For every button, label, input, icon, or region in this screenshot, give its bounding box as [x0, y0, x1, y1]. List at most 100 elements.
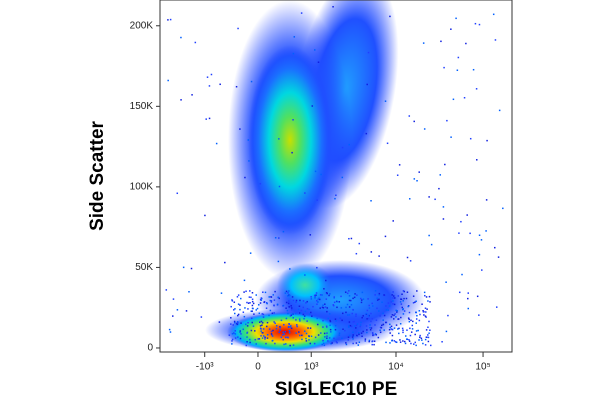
event-dot — [371, 318, 374, 320]
event-dot — [374, 324, 376, 326]
event-dot — [346, 303, 349, 306]
event-dot — [427, 326, 429, 329]
event-dot — [254, 338, 257, 341]
event-dot — [301, 338, 303, 341]
event-dot — [326, 326, 328, 328]
event-dot — [360, 301, 363, 304]
event-dot — [480, 239, 483, 241]
event-dot — [485, 230, 487, 232]
event-dot — [460, 220, 462, 223]
event-dot — [263, 301, 265, 304]
event-dot — [278, 237, 280, 239]
event-dot — [275, 325, 278, 327]
event-dot — [348, 237, 350, 240]
event-dot — [356, 323, 359, 325]
event-dot — [304, 330, 306, 333]
event-dot — [303, 315, 306, 317]
event-dot — [231, 332, 234, 335]
event-dot — [286, 309, 289, 312]
event-dot — [353, 320, 356, 323]
event-dot — [408, 318, 410, 321]
event-dot — [352, 334, 354, 336]
event-dot — [378, 292, 381, 295]
event-dot — [260, 320, 263, 323]
event-dot — [358, 242, 361, 245]
event-dot — [341, 312, 344, 315]
event-dot — [466, 214, 468, 216]
event-dot — [408, 311, 411, 314]
event-dot — [348, 295, 351, 297]
event-dot — [249, 338, 251, 341]
event-dot — [410, 342, 412, 345]
event-dot — [239, 308, 241, 311]
event-dot — [236, 321, 239, 323]
density-region — [248, 45, 332, 235]
event-dot — [278, 185, 281, 188]
event-dot — [249, 252, 252, 254]
event-dot — [322, 339, 324, 342]
event-dot — [237, 313, 240, 316]
event-dot — [266, 325, 268, 328]
event-dot — [282, 338, 284, 341]
event-dot — [306, 308, 309, 310]
event-dot — [469, 232, 471, 235]
event-dot — [274, 290, 276, 293]
event-dot — [382, 319, 384, 321]
event-dot — [379, 326, 382, 329]
event-dot — [295, 299, 298, 302]
event-dot — [318, 298, 321, 301]
event-dot — [347, 325, 350, 327]
event-dot — [334, 318, 337, 320]
event-dot — [467, 292, 470, 294]
event-dot — [334, 324, 337, 327]
event-dot — [415, 330, 418, 332]
event-dot — [339, 317, 342, 320]
event-dot — [259, 302, 262, 304]
event-dot — [361, 316, 363, 319]
event-dot — [305, 332, 308, 335]
event-dot — [360, 321, 362, 324]
event-dot — [296, 324, 298, 326]
event-dot — [344, 329, 346, 332]
event-dot — [379, 329, 381, 332]
event-dot — [359, 325, 361, 328]
event-dot — [404, 335, 407, 337]
event-dot — [304, 192, 306, 194]
event-dot — [287, 336, 289, 339]
event-dot — [224, 261, 226, 264]
event-dot — [314, 297, 316, 299]
event-dot — [390, 301, 393, 303]
event-dot — [344, 291, 347, 293]
event-dot — [285, 317, 288, 320]
event-dot — [424, 294, 426, 297]
event-dot — [351, 336, 354, 338]
event-dot — [315, 294, 317, 296]
event-dot — [285, 336, 287, 339]
event-dot — [326, 337, 328, 339]
event-dot — [365, 312, 368, 315]
event-dot — [230, 323, 232, 325]
event-dot — [401, 306, 404, 309]
event-dot — [396, 311, 398, 313]
event-dot — [290, 305, 292, 307]
event-dot — [423, 291, 426, 294]
event-dot — [266, 334, 269, 336]
event-dot — [281, 334, 284, 336]
event-dot — [167, 79, 169, 82]
event-dot — [425, 329, 428, 331]
event-dot — [294, 312, 297, 315]
event-dot — [399, 339, 401, 341]
event-dot — [402, 313, 405, 315]
event-dot — [319, 294, 322, 296]
event-dot — [289, 315, 292, 317]
event-dot — [233, 332, 235, 334]
event-dot — [321, 294, 323, 296]
event-dot — [298, 318, 301, 320]
event-dot — [273, 321, 275, 323]
event-dot — [237, 27, 239, 30]
x-tick-label: 0 — [255, 362, 261, 373]
event-dot — [290, 308, 293, 311]
event-dot — [390, 316, 393, 318]
event-dot — [407, 317, 410, 319]
